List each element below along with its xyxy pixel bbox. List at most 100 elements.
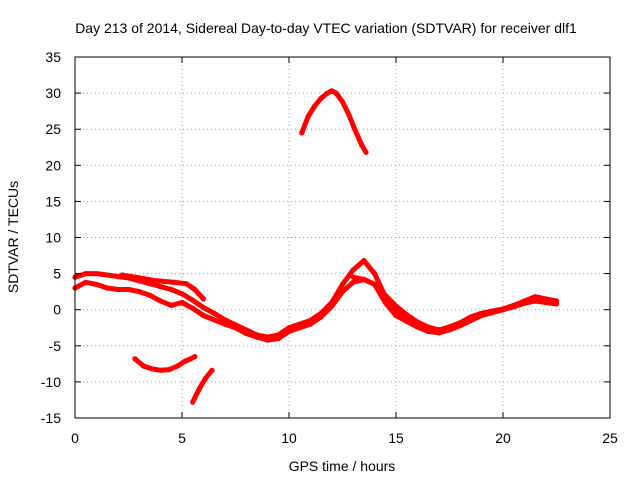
y-tick-label: 15 [45,193,61,209]
tick-labels: 0 5 10 15 20 25 -15 -10 -5 0 5 10 15 20 25 30 35 [41,49,618,446]
data-point [136,289,142,295]
y-tick-label: 20 [45,157,61,173]
data-point [543,299,549,306]
data-point [393,312,399,319]
data-point [414,324,420,330]
data-point [372,271,378,277]
data-point [168,286,174,293]
data-point [339,281,346,287]
data-point [232,325,239,331]
data-point [350,279,356,285]
data-point [243,330,249,337]
data-point [149,366,155,372]
data-point [404,318,410,324]
data-point [363,149,369,155]
y-tick-label: -10 [41,374,61,390]
x-tick-label: 20 [495,430,511,446]
data-point [339,289,346,295]
data-point [446,327,453,333]
data-point [200,304,206,311]
data-point [382,299,388,306]
chart-title: Day 213 of 2014, Sidereal Day-to-day VTE… [75,20,577,36]
y-tick-label: -15 [41,410,61,426]
data-point [352,128,358,134]
y-tick-label: 10 [45,230,61,246]
data-point [479,312,485,319]
data-point [457,323,463,329]
data-point [136,275,142,281]
data-point [329,303,335,309]
data-point [200,296,206,302]
x-axis-label: GPS time / hours [289,458,396,474]
y-tick-label: 30 [45,85,61,101]
y-tick-label: -5 [49,338,62,354]
data-point [168,302,174,308]
data-point [318,314,324,320]
data-series [72,88,560,405]
data-point [147,292,153,298]
data-point [350,274,356,280]
x-tick-label: 10 [281,430,297,446]
x-tick-label: 0 [71,430,79,446]
y-tick-label: 25 [45,121,61,137]
data-point [307,321,313,327]
data-point [350,267,356,273]
data-point [393,303,399,309]
data-point [318,95,324,101]
data-point [115,273,121,280]
axis-ticks [74,56,611,419]
data-point [361,258,367,264]
data-point [339,99,346,105]
data-point [140,363,147,369]
grid-lines [75,57,610,418]
data-point [511,304,517,310]
data-point [196,386,202,392]
data-point [265,337,271,343]
data-point [158,367,164,373]
data-point [468,317,474,324]
data-point [532,298,538,304]
data-point [192,354,198,360]
data-point [425,328,431,334]
data-point [104,285,110,291]
data-point [436,327,442,333]
data-point [158,284,164,290]
data-point [202,375,209,381]
data-point [222,321,228,327]
data-point [170,279,176,285]
data-point [179,299,185,306]
data-point [119,272,125,278]
y-tick-label: 35 [45,49,61,65]
y-tick-label: 5 [53,266,61,282]
data-point [104,272,110,278]
series-band-b [72,276,559,343]
data-point [297,325,303,331]
data-point [305,113,311,119]
data-point [200,312,206,319]
data-point [211,310,217,316]
data-point [190,399,196,405]
data-point [211,317,217,323]
series-segment-steep [190,367,215,405]
data-point [286,328,292,334]
data-point [209,367,215,373]
data-point [166,367,172,373]
data-point [125,286,132,293]
data-point [361,276,367,282]
data-point [372,281,378,287]
data-point [192,286,198,293]
data-point [489,310,495,316]
data-point [521,300,528,306]
data-point [93,281,99,287]
data-point [153,278,159,284]
data-point [190,297,196,303]
data-point [346,112,352,118]
data-point [181,359,187,365]
x-tick-label: 5 [178,430,186,446]
series-peak-arc [299,88,369,155]
data-point [179,291,185,297]
data-point [359,142,365,148]
data-point [188,356,194,362]
data-point [175,363,181,369]
